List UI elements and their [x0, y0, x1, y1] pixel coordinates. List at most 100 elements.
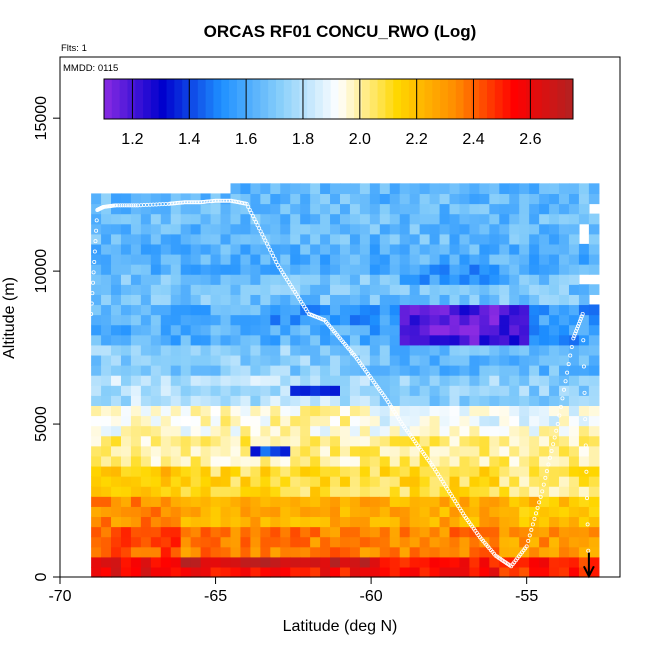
heatmap-cell — [369, 465, 381, 477]
heatmap-cell — [519, 415, 530, 427]
heatmap-cell — [399, 274, 411, 285]
heatmap-cell — [340, 314, 351, 326]
heatmap-cell — [449, 264, 461, 275]
heatmap-cell — [300, 435, 311, 447]
heatmap-cell — [419, 516, 431, 528]
heatmap-cell — [300, 284, 311, 295]
heatmap-cell — [369, 415, 381, 427]
heatmap-cell — [91, 445, 102, 457]
colorbar-segment — [346, 79, 355, 119]
heatmap-cell — [120, 506, 132, 518]
heatmap-cell — [140, 344, 152, 356]
heatmap-cell — [280, 496, 291, 507]
heatmap-cell — [111, 233, 122, 245]
heatmap-cell — [270, 334, 281, 346]
heatmap-cell — [290, 193, 301, 205]
heatmap-cell — [479, 304, 490, 316]
heatmap-cell — [160, 193, 172, 205]
heatmap-cell — [449, 476, 461, 487]
heatmap-cell — [340, 294, 351, 306]
heatmap-cell — [260, 425, 271, 437]
heatmap-cell — [539, 496, 550, 507]
colorbar-segment — [268, 79, 277, 119]
heatmap-cell — [180, 284, 192, 295]
heatmap-cell — [459, 274, 471, 285]
heatmap-cell — [230, 476, 242, 487]
heatmap-cell — [270, 243, 281, 255]
heatmap-cell — [240, 294, 251, 306]
heatmap-cell — [439, 385, 451, 396]
heatmap-cell — [429, 486, 441, 497]
heatmap-cell — [469, 445, 480, 457]
heatmap-cell — [200, 304, 212, 316]
heatmap-cell — [150, 284, 162, 295]
heatmap-cell — [170, 193, 182, 205]
flight-track-point — [267, 247, 272, 252]
heatmap-cell — [379, 516, 391, 528]
heatmap-cell — [459, 405, 471, 417]
heatmap-cell — [588, 435, 600, 447]
heatmap-cell — [230, 556, 242, 568]
heatmap-cell — [559, 233, 570, 245]
heatmap-cell — [230, 486, 242, 497]
heatmap-cell — [439, 203, 451, 215]
heatmap-cell — [549, 203, 560, 215]
heatmap-cell — [230, 425, 242, 437]
heatmap-cell — [578, 566, 590, 578]
heatmap-cell — [409, 405, 421, 417]
heatmap-cell — [300, 213, 311, 225]
heatmap-cell — [330, 556, 341, 568]
heatmap-cell — [270, 253, 281, 265]
heatmap-cell — [180, 455, 192, 467]
heatmap-cell — [330, 253, 341, 265]
heatmap-cell — [140, 435, 152, 447]
heatmap-cell — [399, 476, 411, 487]
heatmap-cell — [459, 243, 471, 255]
heatmap-cell — [210, 284, 222, 295]
heatmap-cell — [280, 314, 291, 326]
heatmap-cell — [429, 354, 441, 366]
heatmap-cell — [379, 566, 391, 578]
heatmap-cell — [140, 516, 152, 528]
heatmap-cell — [200, 243, 212, 255]
heatmap-cell — [101, 365, 112, 376]
heatmap-cell — [280, 243, 291, 255]
heatmap-cell — [220, 506, 232, 518]
heatmap-cell — [120, 445, 132, 457]
heatmap-cell — [349, 334, 361, 346]
heatmap-cell — [150, 253, 162, 265]
heatmap-cell — [91, 556, 102, 568]
heatmap-cell — [459, 375, 471, 386]
heatmap-cell — [349, 304, 361, 316]
heatmap-cell — [111, 385, 122, 396]
heatmap-cell — [220, 536, 232, 548]
heatmap-cell — [210, 304, 222, 316]
heatmap-cell — [120, 435, 132, 447]
heatmap-cell — [200, 233, 212, 245]
heatmap-cell — [91, 516, 102, 528]
heatmap-cell — [91, 526, 102, 538]
heatmap-cell — [519, 203, 530, 215]
colorbar-segment — [393, 79, 402, 119]
heatmap-cell — [140, 314, 152, 326]
heatmap-cell — [479, 183, 490, 195]
heatmap-cell — [549, 294, 560, 306]
heatmap-cell — [210, 506, 222, 518]
heatmap-cell — [539, 526, 550, 538]
heatmap-cell — [140, 334, 152, 346]
heatmap-cell — [588, 556, 600, 568]
heatmap-cell — [290, 274, 301, 285]
heatmap-cell — [359, 274, 371, 285]
flight-track-point — [118, 203, 123, 208]
heatmap-cell — [349, 314, 361, 326]
heatmap-cell — [549, 476, 560, 487]
heatmap-cell — [399, 566, 411, 578]
y-tick-label: 15000 — [33, 96, 50, 141]
heatmap-cell — [180, 294, 192, 306]
heatmap-cell — [399, 253, 411, 265]
heatmap-cell — [170, 425, 182, 437]
heatmap-cell — [340, 304, 351, 316]
heatmap-cell — [310, 334, 321, 346]
heatmap-cell — [349, 253, 361, 265]
heatmap-cell — [549, 375, 560, 386]
